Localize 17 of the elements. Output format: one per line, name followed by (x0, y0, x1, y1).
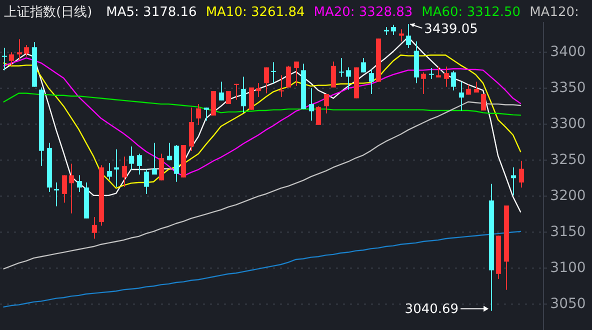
y-tick-label: 3150 (550, 224, 586, 240)
annotation: 3040.69 (404, 302, 459, 317)
y-tick-label: 3300 (550, 116, 586, 132)
text: MA20: 3328.83 (314, 5, 413, 20)
text: MA60: 3312.50 (422, 5, 521, 20)
text: MA120: (530, 5, 579, 20)
y-tick-label: 3350 (550, 80, 586, 96)
chart-title: 上证指数(日线) (4, 5, 92, 20)
text: MA5: 3178.16 (106, 5, 197, 20)
y-tick-label: 3400 (550, 44, 586, 60)
y-tick-label: 3100 (550, 260, 586, 276)
text: MA10: 3261.84 (206, 5, 305, 20)
line-series (3, 36, 522, 212)
y-tick-label: 3200 (550, 188, 586, 204)
annotation: 3439.05 (424, 22, 478, 38)
y-tick-label: 3050 (550, 296, 586, 312)
y-tick-label: 3250 (550, 152, 586, 168)
